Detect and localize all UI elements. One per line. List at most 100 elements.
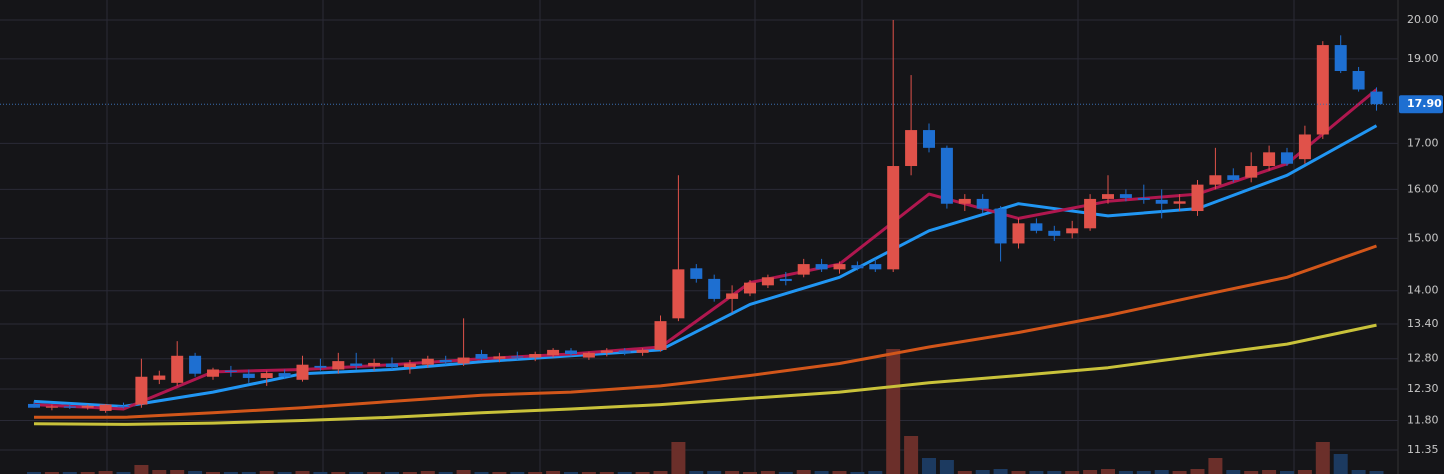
candle-body [189, 355, 202, 374]
volume-bar [295, 471, 310, 474]
volume-bar [474, 472, 489, 474]
candle-body [1191, 184, 1204, 212]
candle-body [654, 321, 667, 350]
volume-bar [689, 471, 704, 474]
candle-body [1119, 194, 1132, 198]
volume-bar [1315, 442, 1330, 474]
candle-body [242, 373, 255, 378]
candle-body [1298, 134, 1311, 160]
candle-body [779, 278, 792, 282]
candle-body [547, 349, 560, 356]
volume-bar [331, 472, 346, 474]
candle-body [1281, 152, 1293, 164]
y-tick-label: 16.00 [1407, 182, 1439, 195]
candle-body [278, 373, 291, 377]
candle-body [744, 282, 756, 294]
volume-bar [241, 472, 256, 474]
volume-bar [1011, 471, 1026, 474]
candle-body [63, 406, 76, 408]
candle-body [529, 354, 542, 358]
volume-bar [581, 472, 596, 474]
candle-body [887, 166, 900, 270]
volume-bar [993, 469, 1008, 474]
ma-lines [33, 88, 1378, 426]
candle-body [475, 354, 488, 359]
candle-body [1102, 194, 1114, 199]
volume-bar [760, 471, 775, 474]
candle-body [350, 363, 363, 366]
volume-bar [922, 458, 936, 474]
candle-body [1048, 230, 1061, 236]
candle-body [1012, 223, 1025, 244]
volume-bar [528, 472, 543, 474]
candle-body [1030, 223, 1043, 231]
candle-body [600, 350, 613, 353]
candle-body [1352, 71, 1365, 90]
volume-bar [725, 471, 740, 474]
candle-body [1137, 197, 1150, 200]
volume-bar [1190, 469, 1205, 474]
candle-body [457, 357, 470, 364]
candle-body [224, 370, 237, 372]
candle-body [439, 359, 452, 363]
volume-bar [27, 472, 41, 474]
volume-bar [510, 472, 525, 474]
volume-bar [814, 471, 829, 474]
volume-bar [170, 470, 185, 474]
candle-body [28, 403, 40, 408]
candle-body [797, 264, 810, 275]
candle-body [976, 198, 989, 209]
candles [28, 20, 1383, 413]
y-tick-label: 14.00 [1407, 284, 1439, 297]
volume-bar [1297, 470, 1312, 474]
y-tick-label: 19.00 [1407, 52, 1439, 65]
candle-body [833, 264, 846, 270]
last-price-label: 17.90 [1407, 97, 1442, 110]
volume-bar [134, 465, 149, 474]
ma-line [33, 323, 1377, 426]
time-grid [106, 0, 1295, 474]
y-tick-label: 12.80 [1407, 352, 1439, 365]
candle-body [761, 277, 774, 286]
candle-body [171, 355, 184, 383]
volume-bar [850, 472, 865, 474]
volume-bar [1351, 470, 1366, 474]
volume-bar [259, 471, 274, 474]
candle-body [582, 352, 595, 358]
candle-body [1155, 199, 1168, 204]
volume-bar [456, 470, 471, 474]
volume-bar [743, 472, 757, 474]
volume-bar [420, 471, 435, 474]
candle-body [403, 363, 416, 368]
volume-bar [116, 472, 131, 474]
volume-bar [1065, 471, 1080, 474]
candle-body [421, 358, 434, 365]
y-tick-label: 17.00 [1407, 136, 1439, 149]
volume-bar [1333, 454, 1348, 474]
candle-body [565, 350, 577, 355]
candle-body [1173, 201, 1186, 204]
volume-bar [349, 472, 364, 474]
ma-line [33, 88, 1378, 411]
candle-body [511, 356, 524, 358]
candle-body [1370, 91, 1383, 105]
volume-bar [653, 471, 668, 474]
candle-body [636, 349, 649, 353]
candle-body [869, 264, 882, 270]
volume-bar [832, 471, 847, 474]
volume-bar [223, 472, 238, 474]
volume-bar [957, 471, 972, 474]
candle-body [368, 362, 381, 366]
last-price-box [1399, 95, 1443, 114]
volume-bar [1244, 471, 1259, 474]
candle-body [1227, 175, 1240, 180]
volume-bar [868, 471, 883, 474]
volume-bar [886, 349, 901, 474]
candle-body [1084, 198, 1097, 229]
y-tick-label: 11.80 [1407, 413, 1439, 426]
candle-body [923, 130, 935, 148]
volume-bar [1208, 458, 1223, 474]
candle-body [1245, 166, 1258, 178]
candle-body [726, 293, 739, 299]
candle-body [672, 269, 685, 319]
